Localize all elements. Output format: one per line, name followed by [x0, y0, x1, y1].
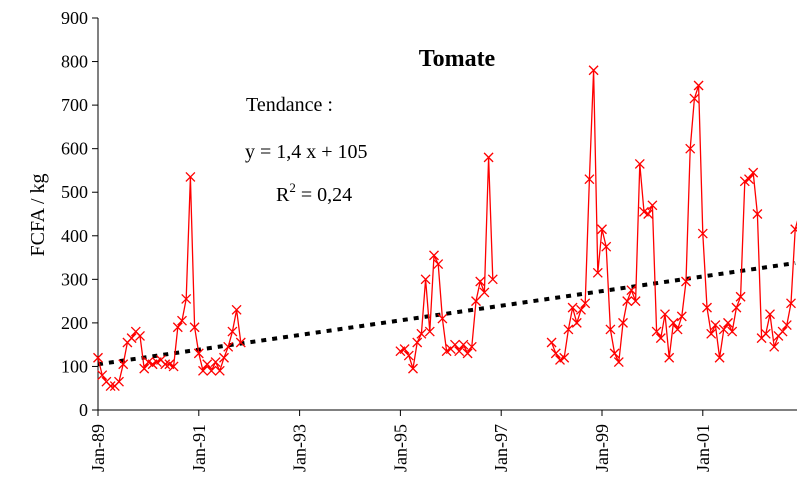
x-tick-label: Jan-97 — [491, 424, 511, 472]
data-point-marker — [211, 358, 220, 367]
series-line-segment — [400, 157, 492, 368]
y-axis-ticks: 0 100 200 300 400 500 600 700 800 900 — [61, 8, 98, 420]
data-series — [94, 66, 797, 391]
data-point-marker — [761, 329, 770, 338]
data-point-marker — [644, 210, 653, 219]
data-point-marker — [220, 353, 229, 362]
data-point-marker — [572, 318, 581, 327]
r-squared-value: = 0,24 — [296, 184, 352, 206]
x-tick-label: Jan-95 — [390, 424, 410, 472]
x-tick-label: Jan-01 — [693, 424, 713, 472]
y-tick-label: 500 — [61, 182, 88, 202]
trend-label: Tendance : — [246, 94, 333, 116]
y-tick-label: 400 — [61, 226, 88, 246]
y-tick-label: 0 — [79, 400, 88, 420]
data-point-marker — [215, 366, 224, 375]
y-tick-label: 100 — [61, 356, 88, 376]
r-squared-prefix: R — [276, 184, 290, 206]
x-tick-label: Jan-93 — [290, 424, 310, 472]
y-tick-label: 600 — [61, 139, 88, 159]
data-point-marker — [627, 286, 636, 295]
y-tick-label: 800 — [61, 52, 88, 72]
y-axis-label: FCFA / kg — [27, 174, 49, 257]
y-tick-label: 300 — [61, 269, 88, 289]
data-point-marker — [547, 338, 556, 347]
x-tick-label: Jan-89 — [88, 424, 108, 472]
series-line-segment — [98, 177, 241, 386]
data-point-marker — [115, 377, 124, 386]
r-squared: R2 = 0,24 — [276, 180, 352, 206]
x-tick-label: Jan-91 — [189, 424, 209, 472]
chart-title: Tomate — [419, 46, 496, 72]
trend-equation: y = 1,4 x + 105 — [245, 141, 368, 163]
y-tick-label: 900 — [61, 8, 88, 28]
data-point-marker — [476, 277, 485, 286]
y-tick-label: 200 — [61, 313, 88, 333]
x-axis-ticks: Jan-89 Jan-91 Jan-93 Jan-95 Jan-97 Jan-99 Jan-… — [88, 410, 713, 472]
x-tick-label: Jan-99 — [592, 424, 612, 472]
y-tick-label: 700 — [61, 95, 88, 115]
